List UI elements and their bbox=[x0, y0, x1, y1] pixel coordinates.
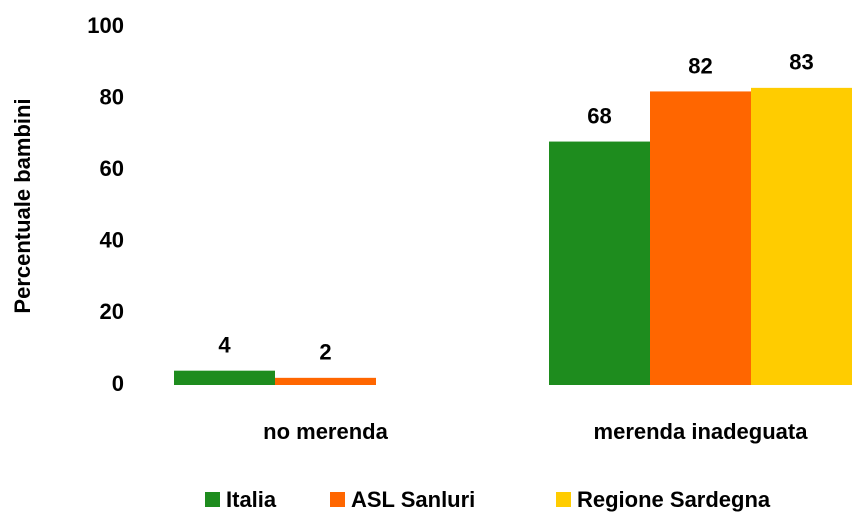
y-axis-label: Percentuale bambini bbox=[10, 98, 35, 313]
legend-label: Italia bbox=[226, 487, 277, 512]
bar bbox=[549, 141, 650, 385]
legend-label: ASL Sanluri bbox=[351, 487, 475, 512]
data-label: 2 bbox=[319, 340, 331, 365]
y-tick-label: 40 bbox=[100, 228, 124, 253]
y-tick-label: 60 bbox=[100, 156, 124, 181]
data-label: 83 bbox=[789, 50, 813, 75]
y-tick-label: 100 bbox=[87, 13, 124, 38]
legend-swatch bbox=[330, 492, 345, 507]
y-tick-label: 20 bbox=[100, 299, 124, 324]
y-tick-label: 80 bbox=[100, 84, 124, 109]
bar bbox=[751, 87, 852, 386]
data-label: 82 bbox=[688, 53, 712, 78]
bar bbox=[174, 370, 275, 385]
x-tick-label: no merenda bbox=[263, 419, 388, 444]
legend-swatch bbox=[205, 492, 220, 507]
data-label: 4 bbox=[218, 332, 231, 357]
bar bbox=[650, 91, 751, 385]
data-label: 68 bbox=[587, 103, 611, 128]
x-tick-label: merenda inadeguata bbox=[594, 419, 809, 444]
y-tick-label: 0 bbox=[112, 371, 124, 396]
bar bbox=[275, 377, 376, 385]
legend-swatch bbox=[556, 492, 571, 507]
legend-label: Regione Sardegna bbox=[577, 487, 771, 512]
